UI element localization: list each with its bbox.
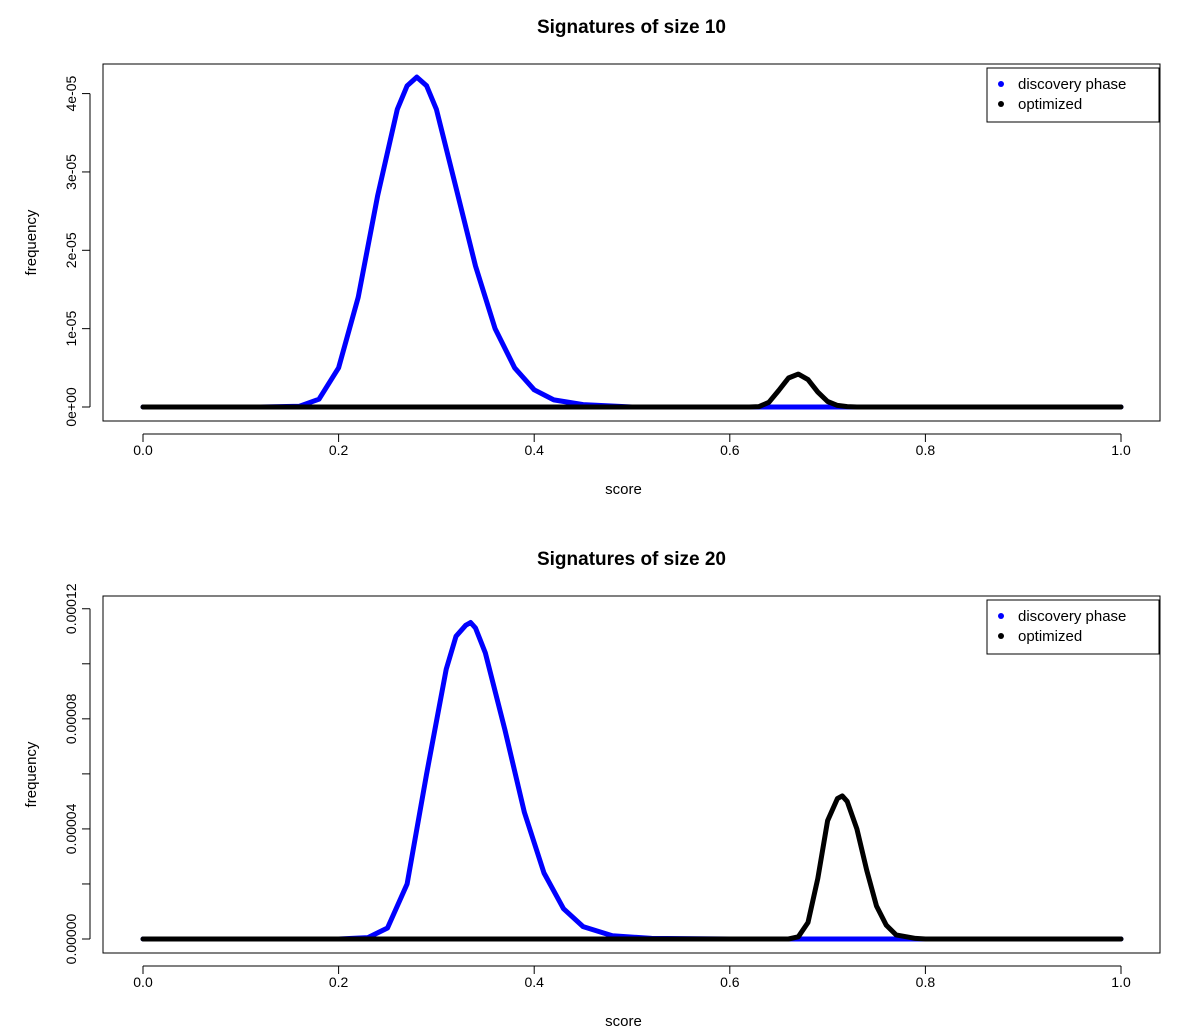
x-axis-label: score	[605, 1013, 642, 1030]
y-tick-label: 4e-05	[63, 75, 79, 111]
legend: discovery phase optimized	[986, 67, 1160, 123]
series-line-discovery-phase	[140, 74, 1124, 410]
legend-marker	[998, 633, 1004, 639]
y-tick-label: 3e-05	[63, 154, 79, 190]
x-tick-label: 0.2	[329, 974, 349, 990]
x-tick-label: 0.8	[916, 974, 936, 990]
legend-marker	[998, 613, 1004, 619]
x-tick-label: 0.2	[329, 442, 349, 458]
x-tick-label: 1.0	[1111, 974, 1131, 990]
legend-marker	[998, 101, 1004, 107]
series-line-optimized	[140, 793, 1124, 942]
y-axis-label: frequency	[23, 741, 40, 807]
y-tick-label: 2e-05	[63, 232, 79, 268]
series-line-optimized	[140, 371, 1124, 410]
legend-box	[986, 67, 1160, 123]
chart-panel-2: Signatures of size 20 0.0 0.2 0.4 0.6 0.8 1.0 0…	[23, 549, 1161, 1030]
y-tick-label: 1e-05	[63, 311, 79, 347]
x-tick-label: 0.6	[720, 974, 740, 990]
x-tick-label: 0.6	[720, 442, 740, 458]
series-line-discovery-phase	[140, 620, 1124, 942]
y-tick-label: 0.00008	[63, 693, 79, 744]
y-tick-label: 0.00000	[63, 913, 79, 964]
y-axis-label: frequency	[23, 209, 40, 275]
legend: discovery phase optimized	[986, 599, 1160, 655]
legend-marker	[998, 81, 1004, 87]
chart-panel-1: Signatures of size 10 0.0 0.2 0.4 0.6 0.8 1.0 0…	[23, 17, 1161, 498]
y-tick-label: 0.00004	[63, 803, 79, 854]
legend-entry: discovery phase	[1018, 76, 1126, 93]
chart-title: Signatures of size 20	[537, 549, 726, 570]
plot-frame	[102, 595, 1161, 954]
x-tick-label: 0.4	[524, 974, 544, 990]
x-tick-label: 0.4	[524, 442, 544, 458]
x-tick-label: 0.0	[133, 974, 153, 990]
legend-entry: optimized	[1018, 628, 1082, 645]
x-tick-label: 0.8	[916, 442, 936, 458]
x-tick-label: 1.0	[1111, 442, 1131, 458]
x-axis-label: score	[605, 481, 642, 498]
legend-box	[986, 599, 1160, 655]
chart-title: Signatures of size 10	[537, 17, 726, 38]
x-tick-label: 0.0	[133, 442, 153, 458]
legend-entry: optimized	[1018, 96, 1082, 113]
y-tick-label: 0.00012	[63, 583, 79, 634]
legend-entry: discovery phase	[1018, 608, 1126, 625]
y-tick-label: 0e+00	[63, 387, 79, 427]
plot-frame	[102, 63, 1161, 422]
